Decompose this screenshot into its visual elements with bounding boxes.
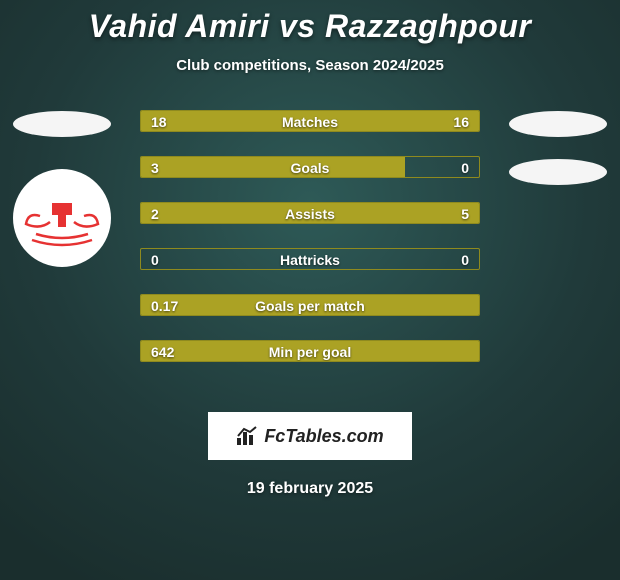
stat-row: 18Matches16 <box>140 110 480 132</box>
stat-row: 3Goals0 <box>140 156 480 178</box>
team-badge-ellipse <box>508 158 608 186</box>
stat-label: Matches <box>141 111 479 132</box>
stat-row: 642Min per goal <box>140 340 480 362</box>
stat-row: 2Assists5 <box>140 202 480 224</box>
stat-value-right: 0 <box>461 249 469 270</box>
brand-text: FcTables.com <box>264 426 383 447</box>
subtitle: Club competitions, Season 2024/2025 <box>176 57 444 74</box>
stat-row: 0.17Goals per match <box>140 294 480 316</box>
stat-label: Assists <box>141 203 479 224</box>
stat-bars: 18Matches163Goals02Assists50Hattricks00.… <box>140 110 480 362</box>
team-badge-ellipse <box>12 110 112 138</box>
team-badge-ellipse <box>508 110 608 138</box>
date-label: 19 february 2025 <box>247 480 373 498</box>
stat-label: Goals <box>141 157 479 178</box>
brand-chart-icon <box>236 426 258 446</box>
stat-value-right: 5 <box>461 203 469 224</box>
team-logo <box>12 168 112 268</box>
stat-label: Min per goal <box>141 341 479 362</box>
stat-row: 0Hattricks0 <box>140 248 480 270</box>
brand-badge: FcTables.com <box>208 412 412 460</box>
stat-label: Hattricks <box>141 249 479 270</box>
page-title: Vahid Amiri vs Razzaghpour <box>89 8 532 45</box>
stat-value-right: 16 <box>453 111 469 132</box>
stat-label: Goals per match <box>141 295 479 316</box>
stat-value-right: 0 <box>461 157 469 178</box>
comparison-chart: 18Matches163Goals02Assists50Hattricks00.… <box>0 110 620 400</box>
